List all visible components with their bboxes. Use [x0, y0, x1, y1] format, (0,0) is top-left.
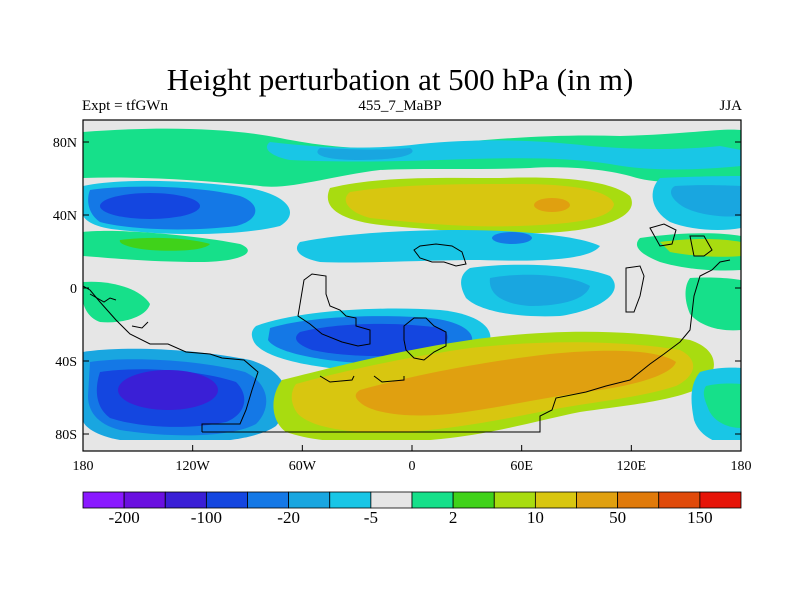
colorbar-swatch [452, 491, 495, 509]
colorbar-label: -20 [277, 508, 300, 527]
colorbar-swatch [576, 491, 619, 509]
outline-andes [83, 285, 259, 432]
colorbar-label: 10 [526, 508, 544, 527]
x-tick-label: 120E [617, 459, 647, 474]
contour-30n-lime-west [119, 237, 210, 251]
x-tick-label: 180 [73, 459, 94, 474]
outline-west-pacific [89, 293, 149, 329]
plot-title: Height perturbation at 500 hPa (in m) [166, 62, 634, 97]
contour-north-cyan [266, 140, 741, 170]
outline-africa-east [403, 317, 447, 361]
contour-indian-blue [489, 274, 590, 306]
subtitle-season: JJA [719, 98, 742, 114]
outline-africa-west [297, 273, 371, 347]
contour-tropical-green-west [83, 281, 150, 323]
outline-plateau [413, 243, 467, 267]
outline-east-asia [625, 265, 645, 313]
colorbar-swatch [370, 491, 413, 509]
colorbar-label: -100 [190, 508, 222, 527]
colorbar-label: 2 [448, 508, 458, 527]
contour-north-blue [317, 148, 413, 160]
contour-eurasia-orange [534, 198, 570, 212]
filled-contours [83, 120, 741, 451]
outline-southern-rim [202, 259, 731, 433]
colorbar-swatch [288, 491, 331, 509]
colorbar-swatch [658, 491, 701, 509]
y-tick-label: 0 [70, 282, 77, 297]
colorbar-swatch [329, 491, 372, 509]
colorbar-swatch [247, 491, 290, 509]
subtitle-experiment: Expt = tfGWn [82, 98, 168, 114]
contour-eastpac-blue [670, 185, 741, 217]
x-tick-label: 120W [176, 459, 211, 474]
x-tick-label: 0 [409, 459, 416, 474]
contour-sa-darkblue [296, 323, 448, 357]
colorbar-swatch [617, 491, 660, 509]
y-axis: 80N 40N 0 40S 80S [53, 136, 741, 443]
outline-east-islands [649, 223, 713, 257]
x-tick-label: 60E [510, 459, 533, 474]
contour-se-green [703, 383, 741, 428]
contour-pacific-darkblue [100, 193, 200, 219]
y-tick-label: 40S [55, 355, 77, 370]
colorbar-swatch [411, 491, 454, 509]
colorbar-label: -200 [108, 508, 140, 527]
colorbar-label: 150 [687, 508, 713, 527]
contour-tropical-green-east [685, 277, 741, 331]
subtitle-case: 455_7_MaBP [358, 98, 442, 114]
colorbar-swatch [164, 491, 207, 509]
colorbar-swatch [493, 491, 536, 509]
contour-sepac-indigo [118, 370, 218, 410]
colorbar-swatch [699, 491, 742, 509]
y-tick-label: 80S [55, 428, 77, 443]
colorbar-swatch [123, 491, 166, 509]
colorbar-swatch [82, 491, 125, 509]
colorbar-label: 50 [609, 508, 627, 527]
contour-30n-lime-east [660, 239, 741, 257]
colorbar-swatch [534, 491, 577, 509]
x-axis: 180 120W 60W 0 60E 120E 180 [73, 445, 752, 474]
y-tick-label: 80N [53, 136, 77, 151]
topography-outlines [83, 223, 731, 433]
outline-south-ridges [319, 375, 405, 383]
contour-30n-blue [492, 232, 532, 244]
x-tick-label: 60W [289, 459, 317, 474]
contour-eurasia-yellow [345, 184, 614, 227]
colorbar-label: -5 [363, 508, 378, 527]
y-tick-label: 40N [53, 209, 77, 224]
contour-south-orange [355, 350, 676, 416]
colorbar-swatch [205, 491, 248, 509]
colorbar [82, 491, 742, 509]
x-tick-label: 180 [731, 459, 752, 474]
